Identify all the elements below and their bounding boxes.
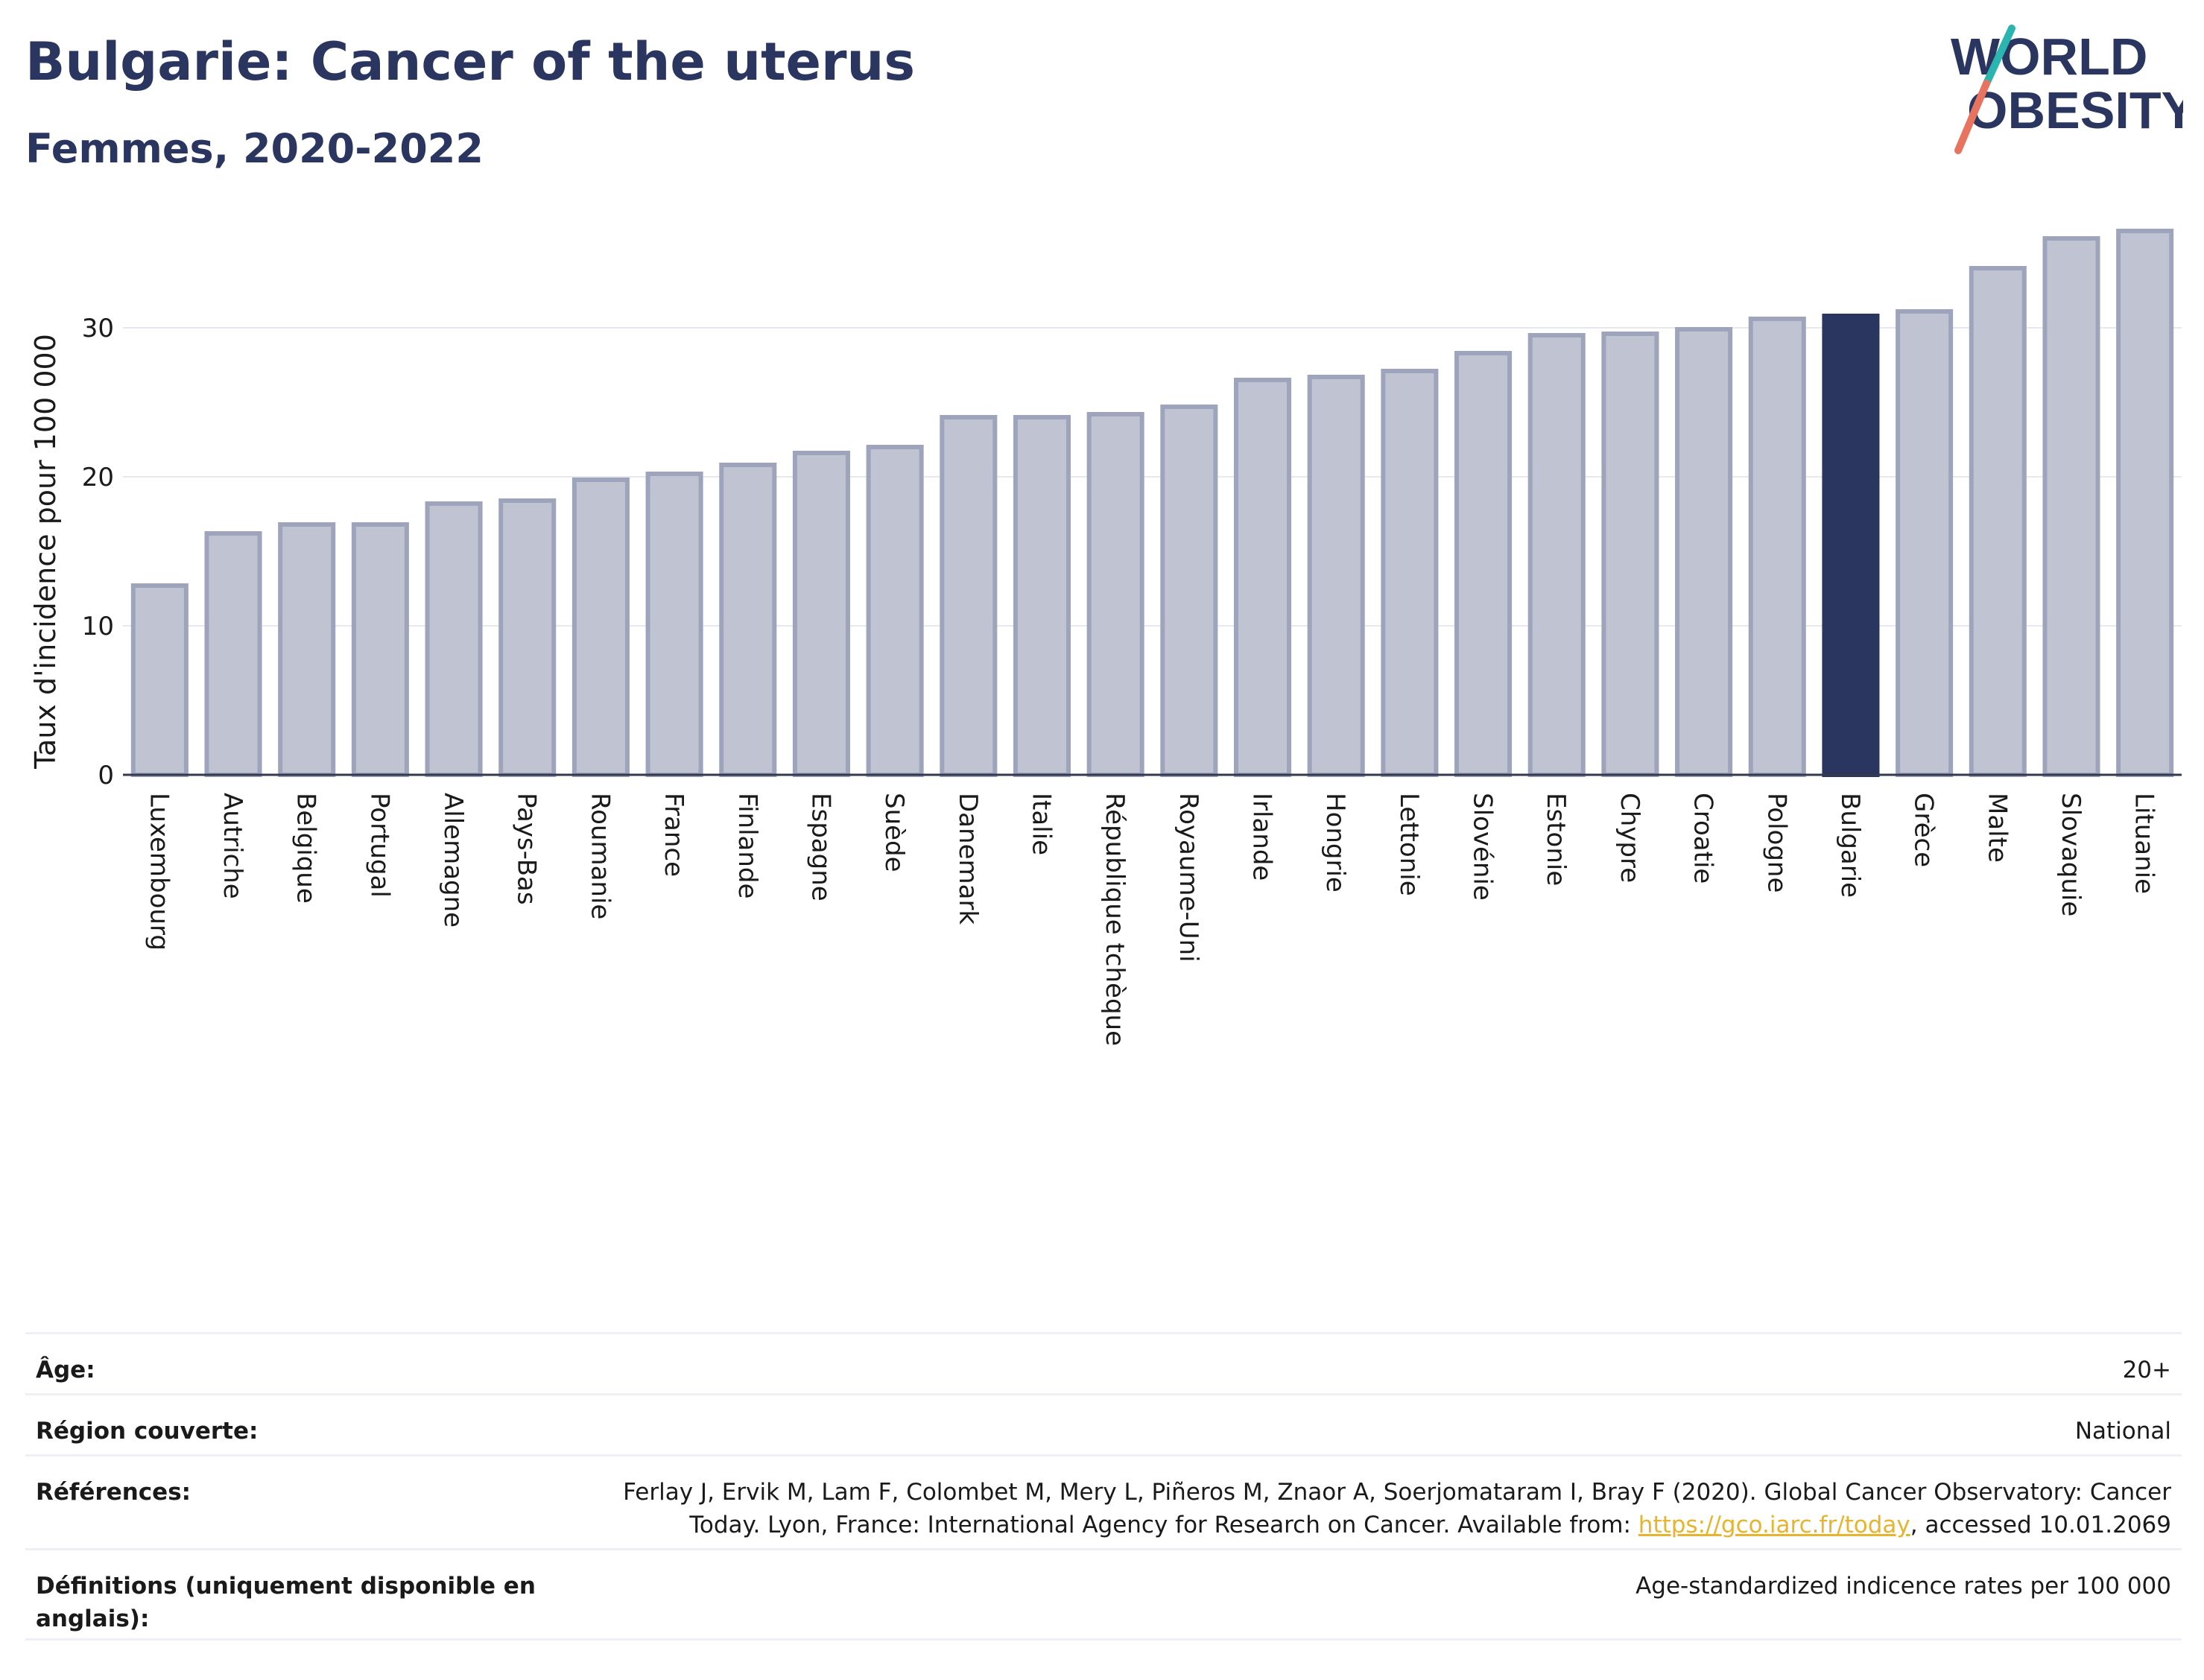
y-tick-label: 10 xyxy=(82,612,114,641)
references-line2-pre: Today. Lyon, France: International Agenc… xyxy=(689,1512,1638,1538)
x-tick-label: Pologne xyxy=(1761,793,1791,893)
x-tick-label: Roumanie xyxy=(585,793,615,919)
bar-bulgarie xyxy=(1822,314,1880,777)
x-tick-label: Suède xyxy=(879,793,909,872)
bar-pologne xyxy=(1748,317,1806,777)
x-tick-label: Finlande xyxy=(732,793,762,898)
x-tick-label: Allemagne xyxy=(438,793,468,928)
references-line2: Today. Lyon, France: International Agenc… xyxy=(542,1509,2171,1541)
x-tick-label: Belgique xyxy=(291,793,321,904)
x-tick-label: Slovaquie xyxy=(2056,793,2086,916)
x-tick-label: Chypre xyxy=(1615,793,1644,883)
logo-line1: WORLD xyxy=(1951,28,2147,86)
bar-slovaquie xyxy=(2042,236,2100,777)
bar-allemagne xyxy=(425,501,483,777)
x-tick-label: Espagne xyxy=(805,793,835,901)
x-tick-label: Lettonie xyxy=(1394,793,1424,896)
x-tick-label: Luxembourg xyxy=(144,793,174,951)
x-tick-label: Irlande xyxy=(1247,793,1277,881)
x-tick-label: Slovénie xyxy=(1468,793,1498,901)
y-tick-label: 0 xyxy=(98,761,114,790)
bar-malte xyxy=(1969,266,2027,777)
bar-slov-nie xyxy=(1454,351,1513,777)
bar-pays-bas xyxy=(498,498,557,777)
bar-italie xyxy=(1013,415,1071,777)
x-tick-label: Autriche xyxy=(218,793,247,899)
bar-portugal xyxy=(351,522,409,777)
bar-chart: 0 10 20 30 Taux d'incidence pour 100 000 Luxe… xyxy=(29,229,2182,1046)
x-tick-label: Italie xyxy=(1026,793,1056,855)
meta-row-references: Références: Ferlay J, Ervik M, Lam F, Co… xyxy=(25,1454,2182,1548)
meta-row-region: Région couverte: National xyxy=(25,1393,2182,1454)
x-tick-label: Portugal xyxy=(364,793,394,898)
y-axis-label: Taux d'incidence pour 100 000 xyxy=(29,334,62,770)
bar-lettonie xyxy=(1381,369,1439,777)
x-tick-label: Malte xyxy=(1982,793,2012,863)
references-label: Références: xyxy=(36,1479,191,1506)
region-label: Région couverte: xyxy=(36,1418,259,1445)
age-value: 20+ xyxy=(2122,1357,2171,1383)
bar-gr-ce xyxy=(1896,309,1954,777)
x-tick-label: Royaume-Uni xyxy=(1174,793,1203,963)
references-line2-post: , accessed 10.01.2069 xyxy=(1910,1512,2171,1538)
meta-row-definitions: Définitions (uniquement disponible en an… xyxy=(25,1548,2182,1641)
x-tick-label: Croatie xyxy=(1688,793,1718,884)
x-tick-label: Grèce xyxy=(1909,793,1939,867)
bar-irlande xyxy=(1233,378,1292,777)
bar-france xyxy=(645,472,703,777)
x-tick-label: Pays-Bas xyxy=(512,793,542,905)
logo-slash-teal xyxy=(1983,25,2015,87)
bar-su-de xyxy=(866,445,924,777)
chart-subtitle: Femmes, 2020-2022 xyxy=(25,125,484,172)
bar-royaume-uni xyxy=(1160,405,1218,777)
bar-hongrie xyxy=(1307,375,1365,777)
bar-lituanie xyxy=(2116,229,2174,777)
metadata-table: Âge: 20+ Région couverte: National Référ… xyxy=(25,1332,2182,1641)
y-tick-label: 20 xyxy=(82,463,114,492)
x-tick-label: France xyxy=(659,793,688,877)
region-value: National xyxy=(2074,1418,2171,1445)
logo-line2: OBESITY xyxy=(1967,81,2183,139)
x-tick-label: République tchèque xyxy=(1100,793,1130,1046)
bar-autriche xyxy=(204,531,262,777)
bar-espagne xyxy=(792,451,850,777)
x-tick-label: Estonie xyxy=(1541,793,1571,886)
definitions-label: Définitions (uniquement disponible en an… xyxy=(36,1573,536,1632)
bar-belgique xyxy=(278,522,336,777)
chart-title: Bulgarie: Cancer of the uterus xyxy=(25,31,916,92)
references-link[interactable]: https://gco.iarc.fr/today xyxy=(1638,1512,1910,1538)
x-tick-label: Lituanie xyxy=(2129,793,2159,894)
world-obesity-logo: WORLD OBESITY xyxy=(1951,25,2183,154)
bar-danemark xyxy=(940,415,998,777)
y-tick-label: 30 xyxy=(82,314,114,343)
bar-finlande xyxy=(719,463,777,777)
bar-luxembourg xyxy=(130,583,189,777)
x-tick-label: Hongrie xyxy=(1320,793,1350,893)
bar-chypre xyxy=(1601,332,1659,777)
age-label: Âge: xyxy=(36,1357,95,1383)
bar-estonie xyxy=(1527,333,1586,777)
meta-row-age: Âge: 20+ xyxy=(25,1332,2182,1393)
references-value: Ferlay J, Ervik M, Lam F, Colombet M, Me… xyxy=(542,1476,2171,1541)
logo-slash-coral xyxy=(1954,80,1990,154)
x-tick-label: Bulgarie xyxy=(1835,793,1865,898)
bar-r-publique-tch-que xyxy=(1086,412,1144,777)
definitions-value: Age-standardized indicence rates per 100… xyxy=(1635,1573,2171,1600)
x-tick-label: Danemark xyxy=(953,793,983,925)
references-line1: Ferlay J, Ervik M, Lam F, Colombet M, Me… xyxy=(623,1479,2171,1506)
bar-croatie xyxy=(1675,327,1733,777)
bar-roumanie xyxy=(571,478,630,777)
